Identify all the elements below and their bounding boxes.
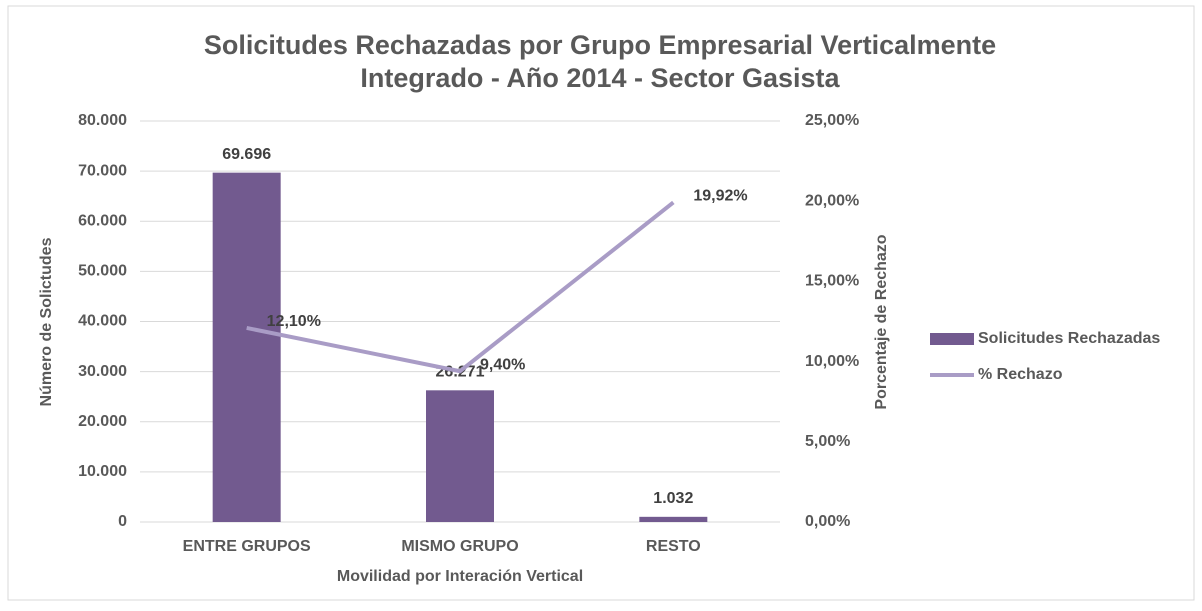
- y2-tick-label: 10,00%: [805, 353, 859, 370]
- y-tick-label: 0: [118, 513, 127, 530]
- y-tick-label: 70.000: [78, 162, 127, 179]
- x-axis-title: Movilidad por Interación Vertical: [337, 568, 583, 585]
- y2-tick-label: 25,00%: [805, 112, 859, 129]
- y2-tick-label: 15,00%: [805, 273, 859, 290]
- legend-label: Solicitudes Rechazadas: [978, 330, 1160, 347]
- y-tick-label: 80.000: [78, 112, 127, 129]
- chart-border: [7, 5, 1195, 601]
- line-value-label: 19,92%: [693, 188, 747, 205]
- y-tick-label: 10.000: [78, 463, 127, 480]
- x-tick-label: ENTRE GRUPOS: [183, 538, 311, 555]
- bar-value-label: 1.032: [653, 490, 693, 507]
- y-tick-label: 20.000: [78, 413, 127, 430]
- bar: [212, 172, 281, 522]
- bar: [639, 516, 708, 522]
- bar: [426, 390, 494, 522]
- y2-tick-label: 5,00%: [805, 433, 850, 450]
- bar-value-label: 69.696: [222, 146, 271, 163]
- chart-subtitle: Integrado - Año 2014 - Sector Gasista: [360, 63, 840, 93]
- line-value-label: 12,10%: [267, 313, 321, 330]
- x-tick-label: RESTO: [646, 538, 701, 555]
- line-value-label: 9,40%: [480, 356, 525, 373]
- y2-axis-title: Porcentaje de Rechazo: [873, 234, 890, 409]
- x-tick-label: MISMO GRUPO: [401, 538, 518, 555]
- line: [246, 200, 675, 374]
- y-tick-label: 30.000: [78, 363, 127, 380]
- legend-swatch: [930, 333, 974, 345]
- y-tick-label: 50.000: [78, 263, 127, 280]
- legend-label: % Rechazo: [978, 366, 1063, 383]
- y2-tick-label: 0,00%: [805, 513, 850, 530]
- y-axis-title: Número de Solictudes: [38, 237, 55, 406]
- y2-tick-label: 20,00%: [805, 192, 859, 209]
- chart-title: Solicitudes Rechazadas por Grupo Empresa…: [204, 30, 996, 60]
- y-tick-label: 40.000: [78, 313, 127, 330]
- y-tick-label: 60.000: [78, 212, 127, 229]
